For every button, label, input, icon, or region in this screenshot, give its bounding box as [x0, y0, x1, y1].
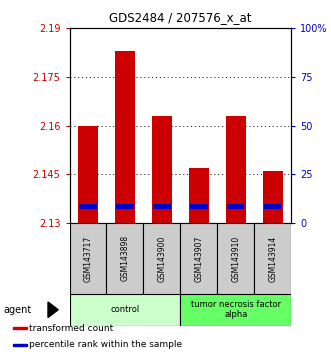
- Text: GSM143914: GSM143914: [268, 235, 277, 281]
- Bar: [13, 344, 27, 346]
- Bar: [180, 294, 291, 326]
- Text: GDS2484 / 207576_x_at: GDS2484 / 207576_x_at: [109, 11, 252, 24]
- Bar: [70, 294, 180, 326]
- Bar: [180, 223, 217, 294]
- Bar: [143, 223, 180, 294]
- Bar: [190, 204, 208, 209]
- Polygon shape: [48, 302, 58, 318]
- Text: GSM143900: GSM143900: [158, 235, 166, 282]
- Bar: [107, 223, 143, 294]
- Bar: [116, 204, 134, 209]
- Bar: [13, 327, 27, 329]
- Text: GSM143910: GSM143910: [231, 235, 240, 281]
- Text: GSM143907: GSM143907: [194, 235, 203, 282]
- Bar: [79, 204, 97, 209]
- Bar: [115, 51, 135, 223]
- Bar: [152, 116, 172, 223]
- Text: tumor necrosis factor
alpha: tumor necrosis factor alpha: [191, 300, 281, 319]
- Bar: [264, 204, 281, 209]
- Bar: [153, 204, 170, 209]
- Text: control: control: [110, 305, 140, 314]
- Bar: [227, 204, 245, 209]
- Bar: [262, 171, 283, 223]
- Bar: [70, 223, 107, 294]
- Text: agent: agent: [3, 305, 31, 315]
- Text: GSM143898: GSM143898: [120, 235, 129, 281]
- Bar: [226, 116, 246, 223]
- Bar: [254, 223, 291, 294]
- Bar: [189, 168, 209, 223]
- Text: percentile rank within the sample: percentile rank within the sample: [28, 341, 182, 349]
- Bar: [217, 223, 254, 294]
- Bar: [78, 126, 98, 223]
- Text: transformed count: transformed count: [28, 324, 113, 333]
- Text: GSM143717: GSM143717: [83, 235, 92, 281]
